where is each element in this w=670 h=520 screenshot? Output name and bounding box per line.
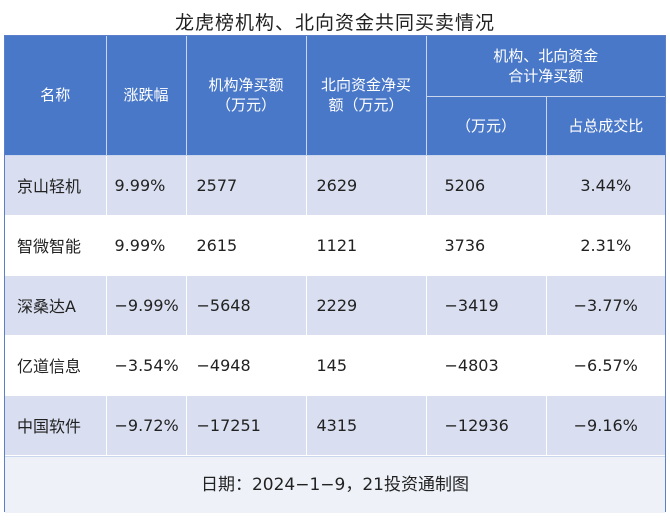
table-row: 深桑达A −9.99% −5648 2229 −3419 −3.77%: [5, 275, 666, 336]
cell-combined: −4803: [426, 335, 547, 396]
table-row: 智微智能 9.99% 2615 1121 3736 2.31%: [5, 215, 666, 276]
footer-note: 日期：2024−1−9，21投资通制图: [5, 455, 665, 513]
header-combined-unit: （万元）: [426, 96, 547, 156]
cell-inst-net: 2615: [186, 215, 307, 276]
cell-inst-net: 2577: [186, 155, 307, 216]
table-title: 龙虎榜机构、北向资金共同买卖情况: [174, 12, 495, 34]
cell-north-net: 145: [306, 335, 427, 396]
cell-change: −3.54%: [106, 335, 187, 396]
header-north-net: 北向资金净买额（万元）: [306, 36, 427, 156]
header-combined: 机构、北向资金合计净买额: [426, 36, 666, 97]
cell-combined: −12936: [426, 395, 547, 456]
cell-north-net: 2229: [306, 275, 427, 336]
table-row: 亿道信息 −3.54% −4948 145 −4803 −6.57%: [5, 335, 666, 396]
data-table: 名称 涨跌幅 机构净买额（万元） 北向资金净买额（万元） 机构、北向资金合计净买…: [5, 36, 666, 456]
cell-combined: 3736: [426, 215, 547, 276]
header-name: 名称: [5, 36, 107, 156]
cell-inst-net: −4948: [186, 335, 307, 396]
cell-inst-net: −5648: [186, 275, 307, 336]
cell-inst-net: −17251: [186, 395, 307, 456]
cell-name: 智微智能: [5, 215, 107, 276]
cell-combined: −3419: [426, 275, 547, 336]
cell-name: 深桑达A: [5, 275, 107, 336]
data-table-container: 名称 涨跌幅 机构净买额（万元） 北向资金净买额（万元） 机构、北向资金合计净买…: [4, 35, 666, 513]
cell-share: −3.77%: [546, 275, 666, 336]
cell-name: 亿道信息: [5, 335, 107, 396]
header-change: 涨跌幅: [106, 36, 187, 156]
cell-north-net: 4315: [306, 395, 427, 456]
header-inst-net: 机构净买额（万元）: [186, 36, 307, 156]
table-row: 中国软件 −9.72% −17251 4315 −12936 −9.16%: [5, 395, 666, 456]
cell-north-net: 1121: [306, 215, 427, 276]
cell-change: 9.99%: [106, 215, 187, 276]
header-turnover-share: 占总成交比: [546, 96, 666, 156]
cell-share: 3.44%: [546, 155, 666, 216]
cell-combined: 5206: [426, 155, 547, 216]
cell-share: −6.57%: [546, 335, 666, 396]
table-row: 京山轻机 9.99% 2577 2629 5206 3.44%: [5, 155, 666, 216]
cell-share: −9.16%: [546, 395, 666, 456]
cell-share: 2.31%: [546, 215, 666, 276]
cell-name: 京山轻机: [5, 155, 107, 216]
cell-change: 9.99%: [106, 155, 187, 216]
cell-name: 中国软件: [5, 395, 107, 456]
cell-change: −9.72%: [106, 395, 187, 456]
cell-north-net: 2629: [306, 155, 427, 216]
cell-change: −9.99%: [106, 275, 187, 336]
